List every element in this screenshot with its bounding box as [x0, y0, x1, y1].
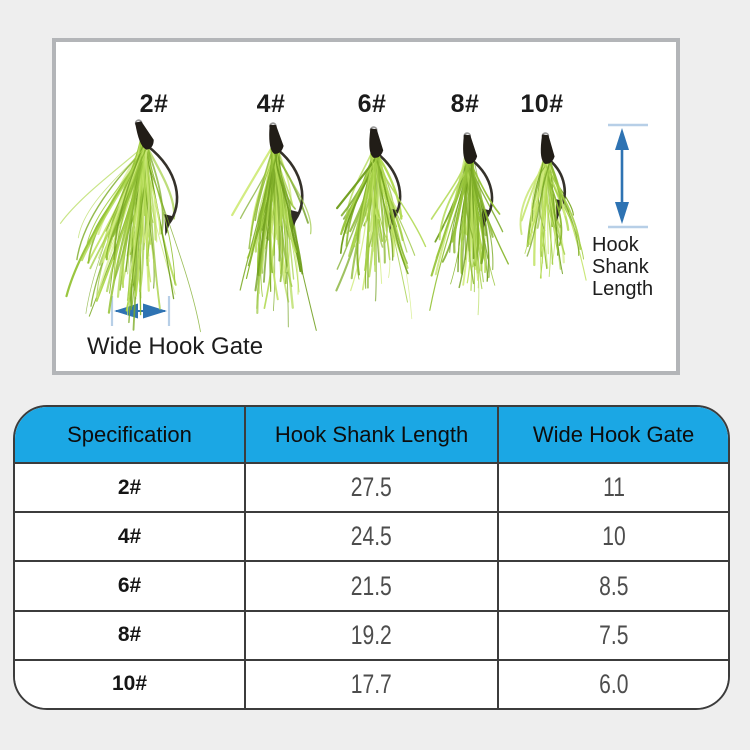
col-header-hook-shank-length: Hook Shank Length — [246, 407, 500, 462]
hook-gate-value: 6.0 — [598, 668, 629, 699]
table-row: 6# 21.5 8.5 — [15, 560, 728, 610]
size-label-2: 2# — [139, 90, 169, 118]
hook-gate-value: 8.5 — [598, 570, 629, 601]
spec-value: 2# — [15, 464, 246, 512]
hook-gate-value: 10 — [601, 521, 626, 552]
shank-length-value: 27.5 — [246, 464, 500, 512]
jig-4 — [231, 122, 317, 331]
spec-value: 8# — [15, 611, 246, 659]
jig-6 — [335, 126, 427, 320]
shank-length-value: 21.5 — [246, 562, 500, 610]
table-row: 2# 27.5 11 — [15, 462, 728, 512]
size-label-6: 6# — [357, 90, 387, 118]
table-header-row: Specification Hook Shank Length Wide Hoo… — [15, 407, 728, 462]
table-row: 10# 17.7 6.0 — [15, 658, 728, 708]
table-row: 4# 24.5 10 — [15, 511, 728, 561]
up-down-arrow-icon — [608, 123, 648, 229]
specification-table: Specification Hook Shank Length Wide Hoo… — [13, 405, 730, 710]
wide-hook-gate-label: Wide Hook Gate — [87, 333, 264, 360]
shank-length-value: 19.2 — [246, 611, 500, 659]
jig-8 — [429, 132, 509, 316]
size-label-8: 8# — [450, 90, 480, 118]
jig-2 — [59, 119, 201, 333]
table-row: 8# 19.2 7.5 — [15, 609, 728, 659]
hook-gate-value: 11 — [602, 472, 625, 503]
spec-value: 10# — [15, 660, 246, 708]
size-label-4: 4# — [256, 90, 286, 118]
shank-length-value: 17.7 — [246, 660, 500, 708]
jig-10 — [519, 132, 587, 281]
shank-length-value: 24.5 — [246, 513, 500, 561]
spec-value: 6# — [15, 562, 246, 610]
col-header-wide-hook-gate: Wide Hook Gate — [532, 421, 695, 447]
photo-panel: 2# 4# 6# 8# 10# Hook Shank Length Wide H… — [52, 38, 680, 375]
spec-value: 4# — [15, 513, 246, 561]
col-header-specification: Specification — [15, 407, 246, 462]
hook-shank-length-label: Hook Shank Length — [592, 234, 654, 300]
size-label-10: 10# — [520, 90, 564, 118]
hook-gate-value: 7.5 — [598, 619, 629, 650]
